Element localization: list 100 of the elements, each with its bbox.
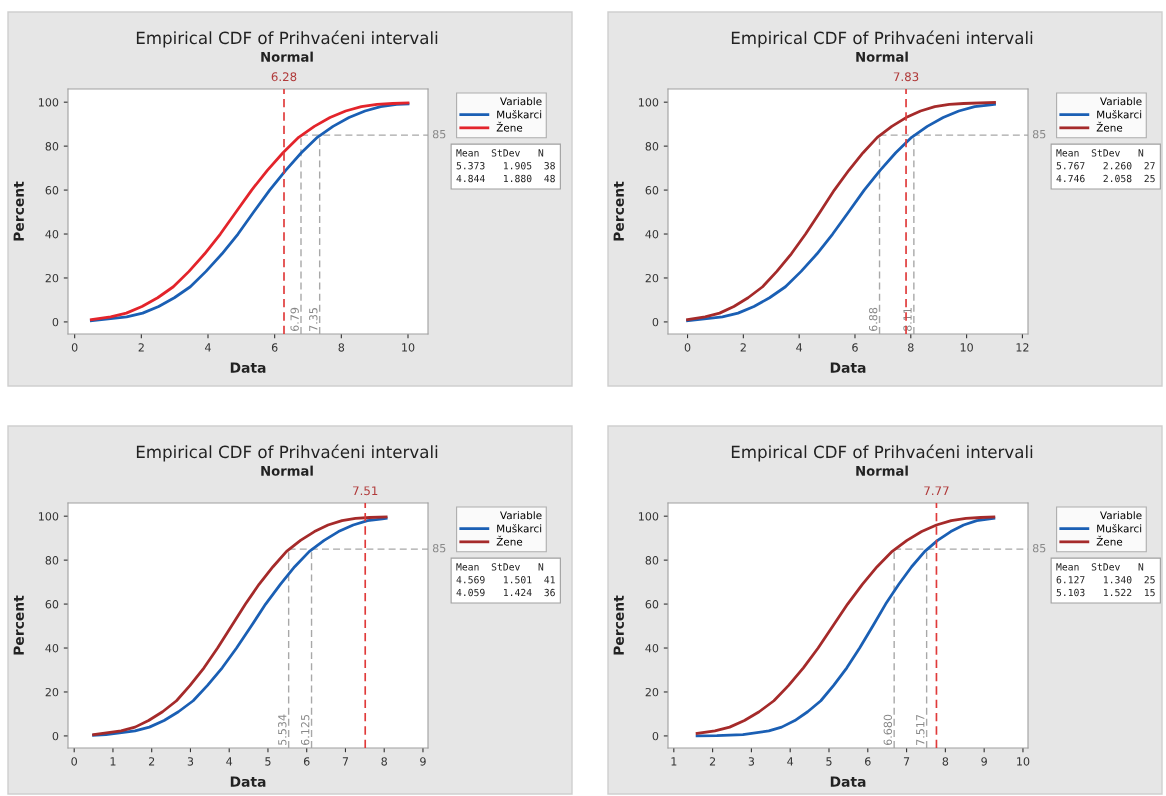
chart-title: Empirical CDF of Prihvaćeni intervali <box>731 444 1033 462</box>
x-tick-label: 2 <box>740 343 746 352</box>
ref-line-label: 85 <box>1032 543 1046 553</box>
x-tick-label: 10 <box>402 343 415 352</box>
x-tick-label: 10 <box>1017 757 1030 766</box>
text: 4.059 1.424 36 <box>456 588 555 597</box>
ref-line-label: 7.35 <box>309 308 318 331</box>
text: 4.844 1.880 48 <box>456 174 555 183</box>
x-tick-label: 0 <box>71 343 78 352</box>
text: Mean StDev N <box>1056 149 1144 157</box>
legend-title: Variable <box>500 97 542 106</box>
y-tick-label: 60 <box>645 600 659 609</box>
legend-label: Muškarci <box>497 109 542 119</box>
text: 6.127 1.340 25 <box>1056 576 1155 584</box>
x-tick-label: 3 <box>748 757 755 766</box>
x-tick-label: 10 <box>960 343 973 352</box>
chart-title: Empirical CDF of Prihvaćeni intervali <box>731 30 1033 48</box>
x-tick-label: 8 <box>381 757 387 766</box>
ref-line-label: 85 <box>1032 129 1046 139</box>
legend-title: Variable <box>1100 97 1142 106</box>
text: 5.373 1.905 38 <box>456 162 555 170</box>
y-tick-label: 0 <box>652 317 659 327</box>
x-tick-label: 8 <box>908 343 914 352</box>
ref-line-label: 8.11 <box>903 308 912 332</box>
ref-line-label: 6.88 <box>868 307 878 332</box>
text: 5.103 1.522 15 <box>1056 588 1155 597</box>
x-tick-label: 9 <box>981 757 987 766</box>
y-tick-label: 60 <box>645 186 659 195</box>
text: 4.746 2.058 25 <box>1056 174 1155 183</box>
y-tick-label: 20 <box>645 273 659 283</box>
y-tick-label: 40 <box>645 230 659 239</box>
x-tick-label: 4 <box>796 343 803 352</box>
x-axis-title: Data <box>830 776 866 787</box>
text: Mean StDev N <box>456 149 544 157</box>
ref-line-label: 7.517 <box>916 714 925 745</box>
y-tick-label: 40 <box>45 644 59 653</box>
ref-line-label: 5.534 <box>278 714 287 745</box>
y-tick-label: 0 <box>52 317 59 327</box>
x-tick-label: 3 <box>187 757 194 766</box>
text: Mean StDev N <box>1056 563 1144 571</box>
y-tick-label: 20 <box>645 687 659 697</box>
text: 5.767 2.260 27 <box>1056 162 1155 170</box>
y-tick-label: 20 <box>45 687 59 697</box>
x-tick-label: 0 <box>684 343 691 352</box>
legend-label: Muškarci <box>497 523 542 533</box>
y-tick-label: 0 <box>52 731 59 741</box>
y-tick-label: 60 <box>45 600 59 609</box>
y-tick-label: 100 <box>38 98 59 107</box>
chart-subtitle: Normal <box>261 51 313 62</box>
x-tick-label: 6 <box>852 343 858 352</box>
legend-label: Žene <box>496 121 523 132</box>
legend-label: Žene <box>1096 535 1123 546</box>
x-tick-label: 4 <box>226 757 233 766</box>
ref-line-label: 6.680 <box>883 714 893 746</box>
y-tick-label: 100 <box>38 512 59 521</box>
x-tick-label: 2 <box>709 757 716 766</box>
chart-title: Empirical CDF of Prihvaćeni intervali <box>136 30 438 48</box>
y-tick-label: 20 <box>45 273 59 283</box>
chart-title: Empirical CDF of Prihvaćeni intervali <box>136 444 438 462</box>
y-axis-title: Percent <box>13 181 24 241</box>
ref-line-label: 7.77 <box>924 486 949 495</box>
x-axis-title: Data <box>830 362 866 373</box>
x-tick-label: 4 <box>205 343 211 352</box>
legend-label: Muškarci <box>1097 523 1142 533</box>
ref-line-label: 7.51 <box>353 486 378 496</box>
x-tick-label: 6 <box>865 757 871 766</box>
x-axis-title: Data <box>230 776 266 787</box>
legend-label: Žene <box>496 535 523 546</box>
y-axis-title: Percent <box>13 595 24 655</box>
x-tick-label: 0 <box>71 757 77 766</box>
y-tick-label: 80 <box>45 556 59 565</box>
y-tick-label: 100 <box>638 512 659 521</box>
x-tick-label: 2 <box>138 343 144 352</box>
legend-title: Variable <box>500 511 542 520</box>
chart-subtitle: Normal <box>856 465 908 476</box>
y-tick-label: 80 <box>45 142 59 151</box>
text: 4.569 1.501 41 <box>456 576 555 584</box>
x-tick-label: 2 <box>148 757 155 766</box>
legend-label: Muškarci <box>1097 109 1142 119</box>
x-tick-label: 4 <box>787 757 794 766</box>
y-axis-title: Percent <box>613 595 624 655</box>
chart-subtitle: Normal <box>856 51 908 62</box>
y-tick-label: 80 <box>645 142 659 151</box>
legend-title: Variable <box>1100 511 1142 520</box>
x-axis-title: Data <box>230 362 266 373</box>
ref-line-label: 6.28 <box>271 72 297 82</box>
y-tick-label: 0 <box>652 731 659 741</box>
chart-subtitle: Normal <box>261 465 313 476</box>
x-tick-label: 8 <box>338 343 345 352</box>
x-tick-label: 7 <box>342 757 349 766</box>
y-tick-label: 80 <box>645 556 659 565</box>
x-tick-label: 8 <box>942 757 949 766</box>
x-tick-label: 6 <box>271 343 278 352</box>
ref-line-label: 6.125 <box>300 714 310 746</box>
x-tick-label: 5 <box>826 757 832 766</box>
ref-line-label: 7.83 <box>893 72 919 82</box>
y-tick-label: 40 <box>645 644 659 653</box>
x-tick-label: 12 <box>1016 343 1029 352</box>
ref-line-label: 85 <box>432 543 446 553</box>
y-axis-title: Percent <box>613 181 624 241</box>
